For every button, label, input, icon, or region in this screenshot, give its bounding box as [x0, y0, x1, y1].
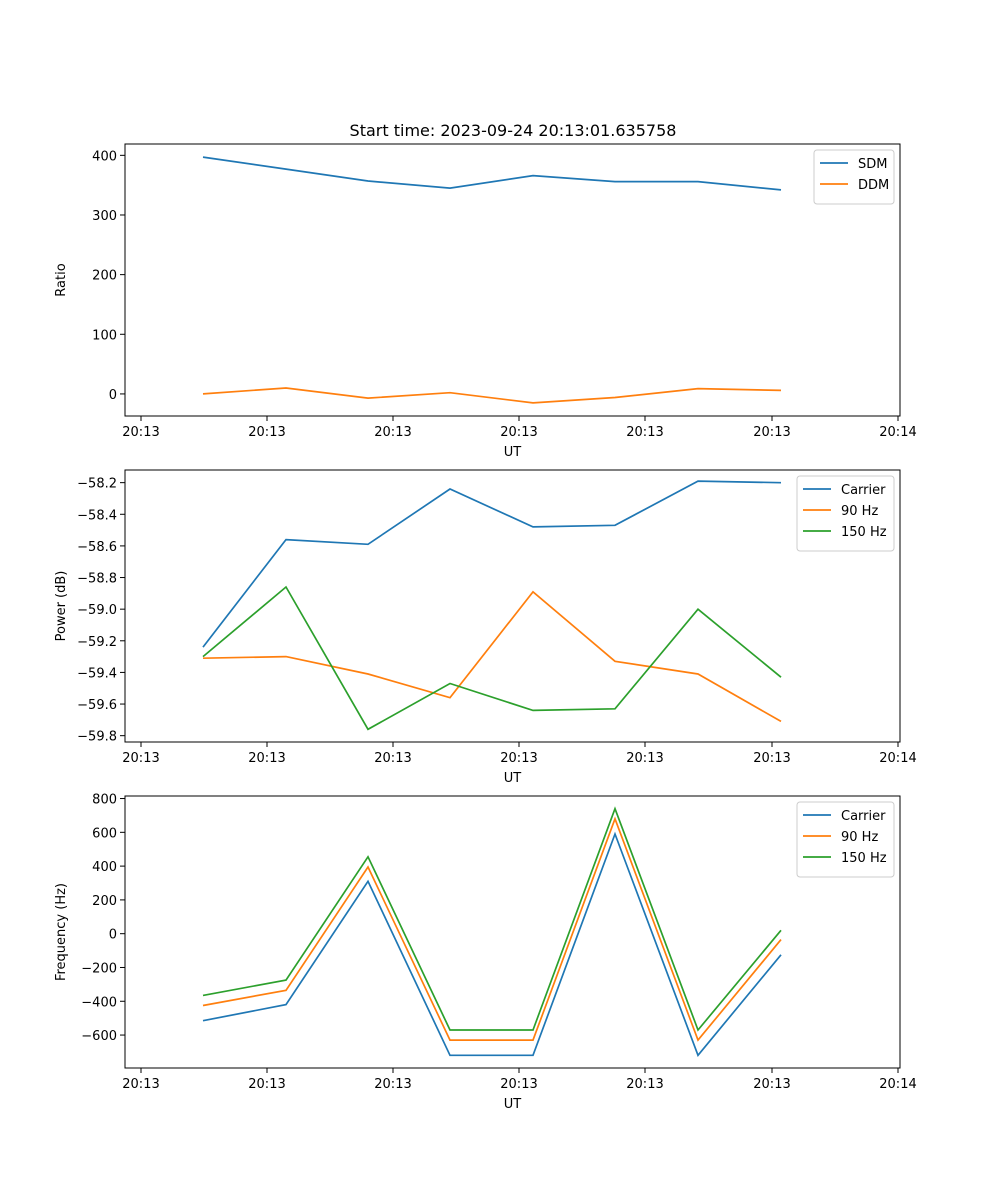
x-tick-label: 20:13 — [500, 751, 537, 766]
legend-label: DDM — [858, 178, 889, 193]
series-line-150-hz — [202, 585, 782, 731]
y-axis-label: Power (dB) — [54, 571, 69, 642]
y-tick-label: 200 — [92, 269, 117, 284]
x-tick-label: 20:14 — [879, 425, 916, 440]
series-line-sdm — [202, 156, 782, 191]
y-tick-label: −59.4 — [77, 666, 117, 681]
x-tick-label: 20:13 — [753, 1077, 790, 1092]
x-tick-label: 20:13 — [753, 751, 790, 766]
x-tick-label: 20:13 — [626, 1077, 663, 1092]
x-tick-label: 20:13 — [122, 751, 159, 766]
y-tick-label: 0 — [109, 388, 117, 403]
subplot-3: −600 −400 −200 0 200 400 600 800 20:13 20:13 20:13… — [54, 793, 917, 1112]
legend: Carrier 90 Hz 150 Hz — [796, 801, 895, 878]
series-line-90-hz — [202, 590, 782, 723]
series-line-carrier — [202, 831, 782, 1057]
series-line-150-hz — [202, 806, 782, 1032]
x-tick-label: 20:13 — [122, 425, 159, 440]
x-axis-label: UT — [504, 445, 522, 460]
y-tick-label: 800 — [92, 793, 117, 808]
y-tick-label: −59.8 — [77, 730, 117, 745]
x-tick-label: 20:13 — [374, 1077, 411, 1092]
x-axis-label: UT — [504, 771, 522, 786]
y-tick-label: 0 — [109, 928, 117, 943]
y-tick-label: −59.0 — [77, 603, 117, 618]
y-tick-label: −58.2 — [77, 477, 117, 492]
x-tick-label: 20:13 — [248, 751, 285, 766]
y-tick-label: −59.2 — [77, 635, 117, 650]
legend-label: SDM — [858, 157, 887, 172]
x-tick-label: 20:13 — [374, 751, 411, 766]
series-line-carrier — [202, 480, 782, 648]
legend: SDM DDM — [813, 149, 895, 205]
x-tick-label: 20:13 — [626, 751, 663, 766]
axes-frame — [124, 795, 901, 1069]
x-tick-label: 20:13 — [374, 425, 411, 440]
legend-label: 90 Hz — [841, 504, 878, 519]
x-tick-label: 20:13 — [248, 425, 285, 440]
y-tick-label: −59.6 — [77, 698, 117, 713]
y-tick-label: −58.6 — [77, 540, 117, 555]
legend-box — [796, 475, 895, 552]
legend-label: 90 Hz — [841, 830, 878, 845]
y-tick-label: 100 — [92, 328, 117, 343]
y-tick-label: −600 — [81, 1029, 117, 1044]
x-tick-label: 20:13 — [500, 425, 537, 440]
y-tick-label: −200 — [81, 961, 117, 976]
series-line-90-hz — [202, 816, 782, 1042]
y-tick-label: 400 — [92, 149, 117, 164]
y-tick-label: 200 — [92, 894, 117, 909]
plots: 0 100 200 300 400 20:13 20:13 20:13 20:13 20:13 20… — [54, 143, 917, 1112]
y-tick-label: −58.8 — [77, 572, 117, 587]
y-tick-label: 300 — [92, 209, 117, 224]
legend-label: Carrier — [841, 483, 886, 498]
legend-label: 150 Hz — [841, 851, 887, 866]
axes-frame — [124, 143, 901, 417]
y-tick-label: −58.4 — [77, 508, 117, 523]
legend-label: Carrier — [841, 809, 886, 824]
y-tick-label: −400 — [81, 995, 117, 1010]
x-tick-label: 20:13 — [753, 425, 790, 440]
y-tick-label: 400 — [92, 860, 117, 875]
series-line-ddm — [202, 387, 782, 404]
legend: Carrier 90 Hz 150 Hz — [796, 475, 895, 552]
axes-frame — [124, 469, 901, 743]
figure-title: Start time: 2023-09-24 20:13:01.635758 — [350, 121, 677, 140]
legend-box — [796, 801, 895, 878]
subplot-1: 0 100 200 300 400 20:13 20:13 20:13 20:13 20:13 20… — [54, 143, 917, 460]
x-tick-label: 20:13 — [500, 1077, 537, 1092]
x-axis-label: UT — [504, 1097, 522, 1112]
y-axis-label: Frequency (Hz) — [54, 883, 69, 981]
y-axis-label: Ratio — [54, 263, 69, 296]
x-tick-label: 20:13 — [122, 1077, 159, 1092]
x-tick-label: 20:14 — [879, 1077, 916, 1092]
y-tick-label: 600 — [92, 826, 117, 841]
x-tick-label: 20:14 — [879, 751, 916, 766]
x-tick-label: 20:13 — [626, 425, 663, 440]
subplot-2: −59.8 −59.6 −59.4 −59.2 −59.0 −58.8 −58.6 −58.4… — [54, 469, 917, 786]
x-tick-label: 20:13 — [248, 1077, 285, 1092]
legend-label: 150 Hz — [841, 525, 887, 540]
